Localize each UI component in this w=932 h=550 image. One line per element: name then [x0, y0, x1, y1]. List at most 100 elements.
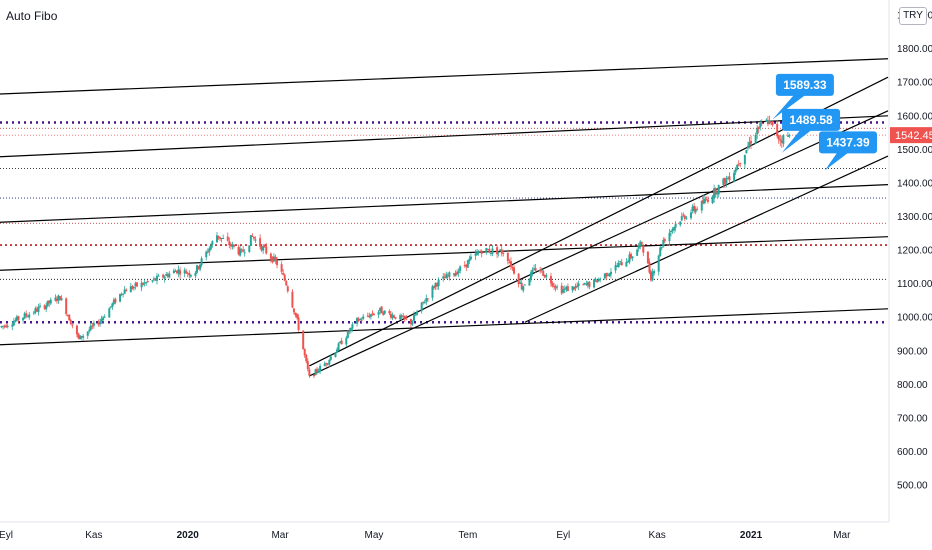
candle-down	[757, 127, 760, 129]
candle-up	[617, 262, 620, 268]
candle-up	[700, 200, 703, 211]
price-callout-box[interactable]	[775, 73, 834, 96]
candle-up	[15, 316, 18, 321]
candle-down	[560, 285, 563, 294]
candle-down	[125, 289, 128, 292]
candle-up	[220, 238, 223, 240]
candle-up	[239, 248, 242, 256]
candle-up	[402, 316, 405, 318]
trend-line[interactable]	[309, 110, 889, 377]
trend-line[interactable]	[0, 308, 889, 346]
candle-up	[103, 316, 106, 318]
candle-up	[155, 275, 158, 281]
candle-down	[232, 244, 235, 247]
candle-up	[674, 223, 677, 228]
price-callout-box[interactable]	[782, 108, 841, 131]
candle-down	[3, 325, 6, 327]
candle-up	[314, 369, 317, 376]
candle-down	[422, 301, 425, 303]
candle-down	[693, 205, 696, 212]
currency-badge[interactable]: TRY	[899, 7, 927, 25]
candle-up	[122, 293, 125, 295]
candle-down	[534, 268, 537, 271]
candle-up	[416, 311, 419, 315]
price-axis[interactable]: 500.00 600.00 700.00 800.00 900.00 1000.00 110…	[888, 0, 932, 550]
candle-up	[231, 244, 234, 248]
candle-down	[240, 249, 243, 251]
candle-down	[453, 273, 456, 275]
trend-line[interactable]	[524, 155, 889, 323]
candle-up	[556, 286, 559, 288]
candle-up	[391, 314, 394, 319]
candle-up	[6, 325, 9, 327]
candle-up	[577, 283, 580, 287]
candle-up	[337, 343, 340, 351]
candle-up	[768, 120, 771, 124]
candle-down	[297, 317, 300, 330]
candle-up	[562, 289, 565, 293]
candle-up	[254, 239, 257, 241]
candle-up	[423, 302, 426, 304]
candle-up	[545, 275, 548, 277]
trend-line[interactable]	[0, 184, 889, 223]
candle-down	[382, 312, 385, 315]
candle-down	[723, 178, 726, 185]
candle-down	[312, 374, 315, 377]
candle-up	[454, 273, 457, 277]
candle-up	[0, 326, 3, 328]
candle-down	[446, 275, 449, 277]
candle-up	[109, 306, 112, 308]
trend-line[interactable]	[0, 58, 889, 95]
candle-down	[75, 325, 78, 335]
candle-down	[357, 318, 360, 321]
candle-down	[554, 286, 557, 289]
candle-down	[426, 298, 429, 300]
candle-up	[680, 216, 683, 221]
trend-line[interactable]	[0, 115, 889, 158]
candle-up	[362, 316, 365, 320]
candle-down	[496, 247, 499, 255]
candle-down	[750, 140, 753, 144]
candle-up	[79, 335, 82, 340]
candle-up	[89, 325, 92, 330]
candle-up	[743, 154, 746, 165]
candle-up	[716, 192, 719, 195]
candle-down	[771, 121, 774, 125]
candle-down	[770, 121, 773, 123]
x-tick-label: 2020	[177, 530, 200, 541]
candle-up	[594, 278, 597, 281]
candle-down	[186, 273, 189, 275]
candle-up	[369, 314, 372, 317]
candle-up	[477, 252, 480, 254]
candle-down	[306, 361, 309, 370]
candle-up	[431, 286, 434, 298]
candle-up	[437, 279, 440, 287]
candle-up	[326, 363, 329, 365]
candle-up	[660, 247, 663, 249]
price-callout-box[interactable]	[818, 131, 877, 154]
candle-up	[183, 269, 186, 274]
y-tick-label: 900.00	[897, 346, 928, 357]
indicator-title[interactable]: Auto Fibo	[6, 9, 58, 23]
price-callout-label: 1589.33	[783, 78, 827, 92]
candle-up	[531, 269, 534, 274]
x-tick-label: Mar	[833, 530, 851, 541]
candle-up	[134, 283, 137, 286]
trend-line[interactable]	[0, 236, 889, 271]
candle-down	[296, 314, 299, 318]
candle-up	[603, 273, 606, 279]
candle-up	[606, 274, 609, 276]
candle-up	[112, 299, 115, 304]
candle-up	[476, 252, 479, 255]
time-axis[interactable]: Eyl Kas 2020 Mar May Tem Eyl Kas 2021 Mar	[0, 521, 889, 541]
candle-up	[174, 270, 177, 272]
candle-up	[469, 256, 472, 260]
candle-down	[302, 330, 305, 350]
candle-down	[219, 237, 222, 239]
last-price-tag[interactable]	[890, 127, 932, 144]
candle-down	[303, 348, 306, 356]
candle-up	[151, 280, 154, 282]
candle-up	[425, 298, 428, 302]
